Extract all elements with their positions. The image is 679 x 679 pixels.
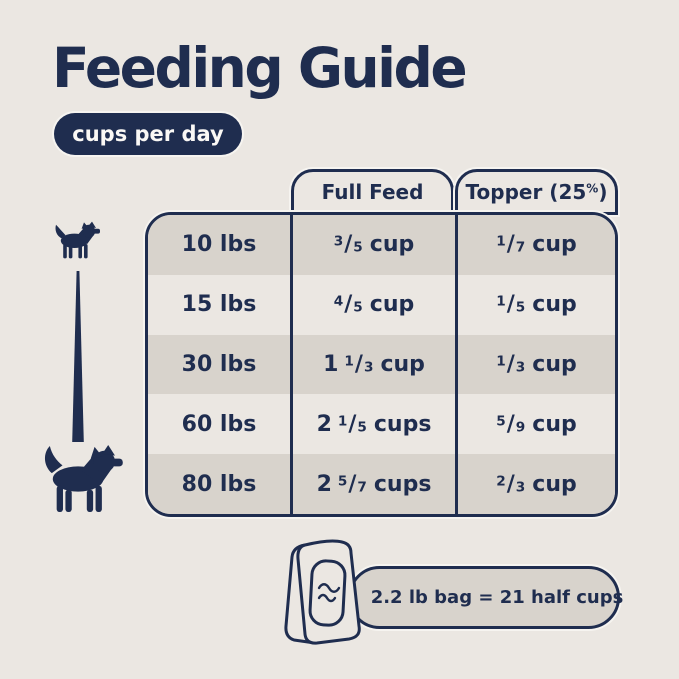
weight-cell: 80 lbs bbox=[181, 471, 257, 497]
column-header-full-feed: Full Feed bbox=[291, 169, 454, 215]
cups-per-day-badge: cups per day bbox=[54, 113, 242, 155]
full-feed-cell: 1 1/3 cup bbox=[290, 334, 455, 395]
table-row: 80 lbs 2 5/7 cups 2/3 cup bbox=[148, 454, 615, 514]
topper-cell: 5/9 cup bbox=[455, 394, 615, 455]
small-dog-icon bbox=[55, 221, 100, 259]
table-row: 15 lbs 4/5 cup 1/5 cup bbox=[148, 274, 615, 335]
size-taper-shape bbox=[72, 271, 84, 442]
weight-cell: 60 lbs bbox=[181, 411, 257, 437]
full-feed-cell: 3/5 cup bbox=[290, 215, 455, 275]
full-feed-header-label: Full Feed bbox=[321, 180, 424, 204]
bag-yield-note: 2.2 lb bag = 21 half cups bbox=[348, 566, 623, 629]
weight-cell: 15 lbs bbox=[181, 292, 257, 318]
topper-cell: 1/3 cup bbox=[455, 334, 615, 395]
cups-per-day-label: cups per day bbox=[72, 122, 224, 146]
dog-food-bag-icon bbox=[284, 539, 361, 645]
table-row: 60 lbs 2 1/5 cups 5/9 cup bbox=[148, 394, 615, 455]
bag-yield-text: 2.2 lb bag = 21 half cups bbox=[370, 587, 624, 608]
table-row: 30 lbs 1 1/3 cup 1/3 cup bbox=[148, 334, 615, 395]
feeding-table: 10 lbs 3/5 cup 1/7 cup 15 lbs 4/5 cup 1/5 cu… bbox=[145, 212, 618, 517]
weight-cell: 30 lbs bbox=[181, 351, 257, 377]
topper-cell: 1/5 cup bbox=[455, 274, 615, 335]
topper-cell: 1/7 cup bbox=[455, 215, 615, 275]
topper-header-label: Topper (25%) bbox=[465, 180, 608, 204]
large-dog-icon bbox=[44, 444, 123, 513]
full-feed-cell: 2 5/7 cups bbox=[290, 454, 455, 514]
full-feed-cell: 4/5 cup bbox=[290, 274, 455, 335]
weight-cell: 10 lbs bbox=[181, 232, 257, 258]
column-header-topper: Topper (25%) bbox=[455, 169, 618, 215]
table-row: 10 lbs 3/5 cup 1/7 cup bbox=[148, 215, 615, 275]
page-title: Feeding Guide bbox=[52, 36, 468, 100]
full-feed-cell: 2 1/5 cups bbox=[290, 394, 455, 455]
topper-cell: 2/3 cup bbox=[455, 454, 615, 514]
